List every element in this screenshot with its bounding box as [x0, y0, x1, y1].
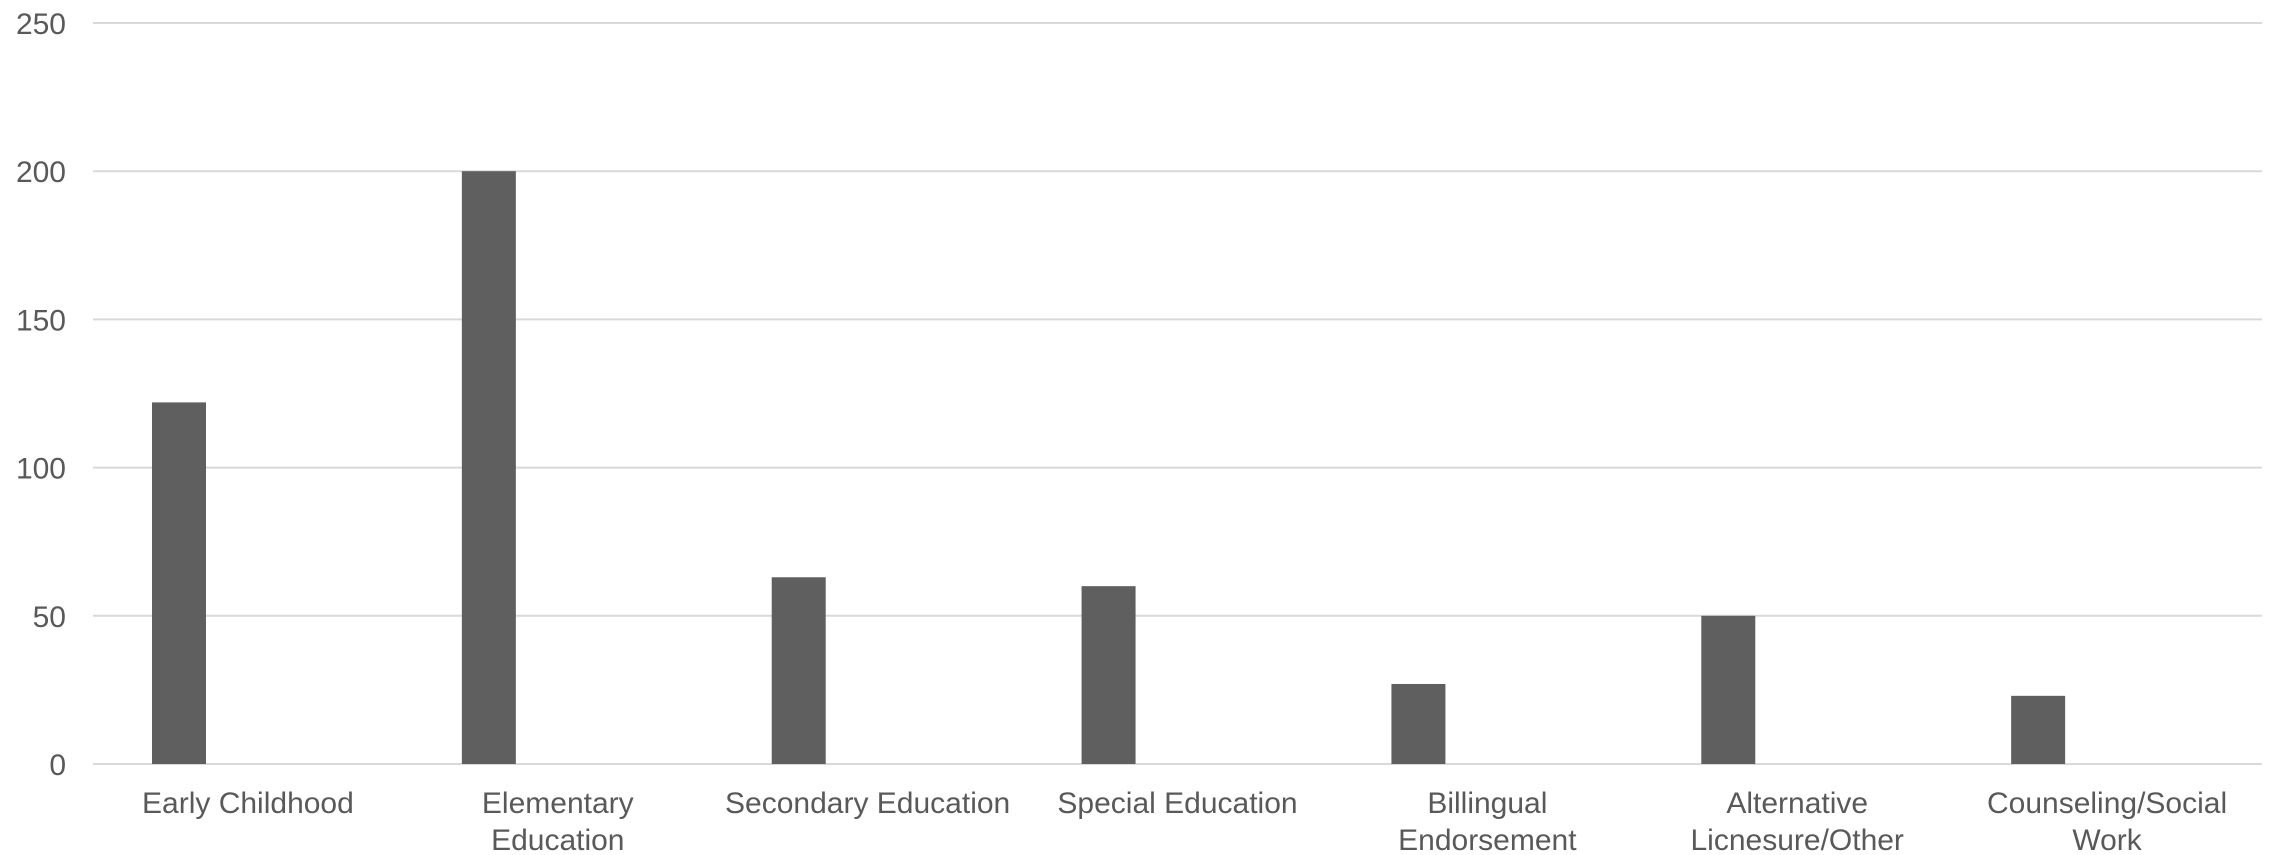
x-tick-label: Special Education [1057, 787, 1297, 820]
x-tick-label-line: Endorsement [1398, 824, 1577, 855]
bar [1701, 615, 1756, 764]
bar [2011, 695, 2066, 764]
x-tick-label-line: Work [2072, 824, 2142, 855]
x-tick-label-line: Education [491, 824, 624, 855]
x-tick-label-line: Early Childhood [142, 787, 354, 820]
bars [152, 171, 2066, 764]
x-tick-label: Alternative Licnesure/Other [1690, 787, 1903, 855]
x-tick-label: Counseling/Social Work [1987, 787, 2227, 855]
x-tick-label-line: Licnesure/Other [1690, 824, 1903, 855]
x-axis-category-labels: Early Childhood Elementary Education Second… [142, 787, 2227, 855]
x-tick-label: Billingual Endorsement [1398, 787, 1577, 855]
y-tick-label: 200 [16, 156, 66, 189]
bar [771, 577, 826, 764]
bar [461, 171, 516, 764]
x-tick-label: Secondary Education [725, 787, 1010, 820]
y-axis-tick-labels: 0 50 100 150 200 250 [16, 8, 66, 782]
x-tick-label-line: Billingual [1427, 787, 1547, 820]
bar [1391, 683, 1446, 764]
y-tick-label: 150 [16, 304, 66, 337]
x-tick-label: Early Childhood [142, 787, 354, 820]
y-tick-label: 50 [33, 601, 66, 634]
x-tick-label-line: Alternative [1726, 787, 1868, 820]
x-tick-label-line: Special Education [1057, 787, 1297, 820]
gridlines [93, 22, 2262, 765]
bar [1081, 586, 1136, 764]
x-tick-label: Elementary Education [482, 787, 634, 855]
x-tick-label-line: Counseling/Social [1987, 787, 2227, 820]
y-tick-label: 250 [16, 8, 66, 41]
bar [152, 402, 206, 764]
x-tick-label-line: Elementary [482, 787, 634, 820]
y-tick-label: 100 [16, 453, 66, 486]
y-tick-label: 0 [49, 749, 66, 782]
x-tick-label-line: Secondary Education [725, 787, 1010, 820]
